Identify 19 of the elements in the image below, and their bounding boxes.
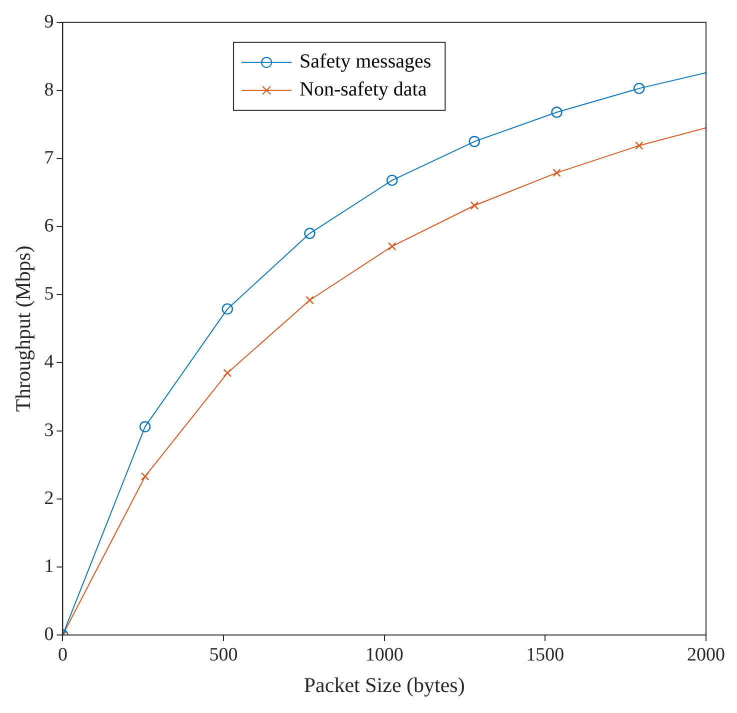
y-tick-label: 0 <box>44 624 54 645</box>
x-tick-label: 0 <box>58 644 68 666</box>
x-tick-label: 1000 <box>365 644 404 666</box>
y-axis-title: Throughput (Mbps) <box>11 246 36 412</box>
y-tick-label: 8 <box>44 79 54 100</box>
y-tick-label: 7 <box>44 148 54 169</box>
y-tick-label: 1 <box>44 556 54 577</box>
y-tick-label: 6 <box>44 216 54 237</box>
legend-label: Safety messages <box>300 50 432 73</box>
y-tick-label: 4 <box>44 352 54 373</box>
x-tick-label: 1500 <box>526 644 564 666</box>
y-tick-label: 9 <box>44 11 54 32</box>
x-tick-label: 500 <box>209 644 238 666</box>
x-tick-label: 2000 <box>687 644 725 666</box>
y-tick-label: 3 <box>44 420 54 441</box>
y-tick-label: 5 <box>44 284 54 305</box>
y-tick-label: 2 <box>44 488 54 509</box>
x-axis-title: Packet Size (bytes) <box>304 672 465 697</box>
legend-label: Non-safety data <box>300 78 427 101</box>
